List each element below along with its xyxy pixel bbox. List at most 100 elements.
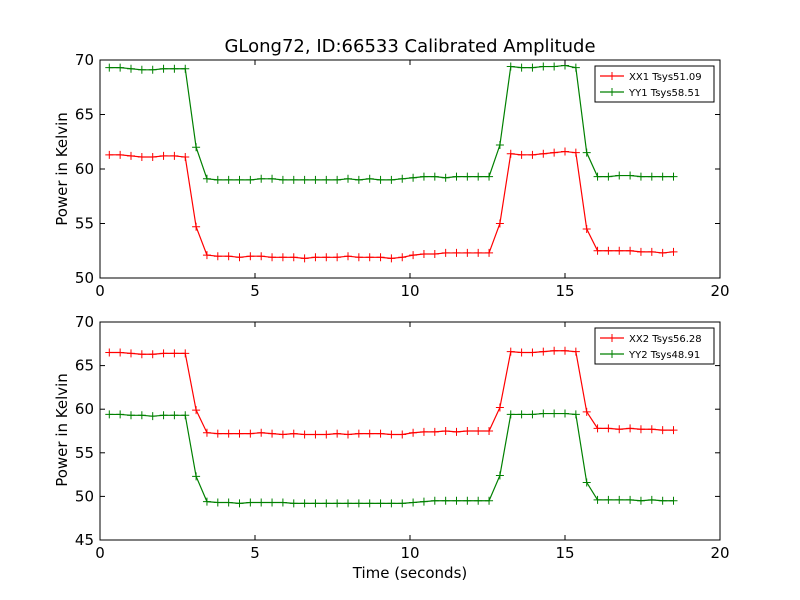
data-point xyxy=(235,253,244,262)
data-point xyxy=(257,498,266,507)
data-point xyxy=(376,499,385,508)
data-point xyxy=(181,349,190,358)
data-point xyxy=(159,151,168,160)
data-point xyxy=(561,409,569,418)
data-point xyxy=(148,350,157,359)
data-point xyxy=(322,253,331,262)
data-point xyxy=(333,429,342,438)
subplot-bottom: Power in Kelvin Time (seconds) 0 5 10 15 20 4… xyxy=(53,313,730,582)
data-point xyxy=(127,64,135,73)
data-point xyxy=(409,498,418,507)
data-point xyxy=(311,175,320,184)
data-point xyxy=(495,219,504,228)
data-point xyxy=(213,429,222,438)
data-point xyxy=(137,65,146,74)
data-point xyxy=(344,252,352,261)
data-point xyxy=(268,498,277,507)
data-point xyxy=(213,252,222,261)
data-point xyxy=(235,429,244,438)
data-point xyxy=(582,224,591,233)
legend: XX2 Tsys56.28 YY2 Tsys48.91 xyxy=(594,327,715,365)
data-point xyxy=(278,175,287,184)
data-point xyxy=(647,247,656,256)
x-tick-label: 5 xyxy=(250,282,260,300)
data-point xyxy=(571,63,580,72)
data-point xyxy=(582,407,591,416)
data-point xyxy=(669,426,678,435)
data-point xyxy=(170,64,179,73)
data-point xyxy=(268,429,277,438)
data-point xyxy=(354,175,363,184)
data-point xyxy=(626,246,635,255)
data-point xyxy=(485,427,494,435)
data-point xyxy=(604,246,613,255)
data-point xyxy=(322,499,331,508)
data-point xyxy=(582,478,591,487)
data-point xyxy=(452,427,461,436)
data-point xyxy=(539,62,548,71)
data-point xyxy=(636,496,645,505)
data-point xyxy=(289,175,298,184)
data-point xyxy=(626,424,635,433)
data-point xyxy=(278,253,287,262)
data-point xyxy=(137,153,146,162)
data-point xyxy=(127,349,135,358)
data-point xyxy=(181,411,190,420)
data-point xyxy=(528,150,537,159)
y-tick-label: 70 xyxy=(75,51,94,69)
data-point xyxy=(170,349,179,358)
data-point xyxy=(127,151,135,160)
data-point xyxy=(300,430,309,439)
data-point xyxy=(202,497,211,506)
data-point xyxy=(658,248,667,257)
data-point xyxy=(289,429,298,438)
data-point xyxy=(647,172,656,181)
y-tick-label: 45 xyxy=(75,531,94,549)
y-tick-label: 55 xyxy=(75,215,94,233)
data-point xyxy=(246,175,255,184)
data-point xyxy=(213,175,222,184)
x-tick-label: 15 xyxy=(555,544,574,562)
data-point xyxy=(224,498,233,507)
data-point xyxy=(517,348,526,357)
data-point xyxy=(181,64,190,73)
data-point xyxy=(419,172,428,181)
subplot-top: GLong72, ID:66533 Calibrated Amplitude P… xyxy=(53,36,730,300)
data-point xyxy=(615,425,624,434)
data-point xyxy=(485,496,494,505)
data-point xyxy=(365,253,374,262)
legend-entry: YY1 Tsys58.51 xyxy=(628,88,700,99)
data-point xyxy=(626,171,635,180)
data-point xyxy=(398,430,407,439)
data-point xyxy=(159,64,168,73)
legend-entry: YY2 Tsys48.91 xyxy=(628,350,700,361)
data-point xyxy=(333,499,342,508)
data-point xyxy=(582,148,591,157)
data-point xyxy=(658,426,667,435)
data-point xyxy=(430,427,439,436)
x-tick-label: 15 xyxy=(555,282,574,300)
data-point xyxy=(159,411,168,420)
x-tick-label: 0 xyxy=(95,282,105,300)
x-tick-label: 20 xyxy=(710,282,729,300)
data-point xyxy=(419,427,428,436)
data-point xyxy=(300,175,309,184)
x-tick-label: 20 xyxy=(710,544,729,562)
data-point xyxy=(376,429,385,438)
data-point xyxy=(202,251,211,260)
data-point xyxy=(235,499,244,508)
data-point xyxy=(387,175,396,184)
data-point xyxy=(463,496,472,505)
data-point xyxy=(452,248,461,257)
data-point xyxy=(354,253,363,262)
data-point xyxy=(485,172,494,181)
data-point xyxy=(571,148,580,157)
data-point xyxy=(376,253,385,262)
data-point xyxy=(669,247,678,256)
x-tick-label: 0 xyxy=(95,544,105,562)
data-point xyxy=(268,253,277,262)
data-point xyxy=(550,346,559,355)
data-point xyxy=(441,173,450,182)
data-point xyxy=(571,410,580,419)
data-point xyxy=(441,427,450,435)
